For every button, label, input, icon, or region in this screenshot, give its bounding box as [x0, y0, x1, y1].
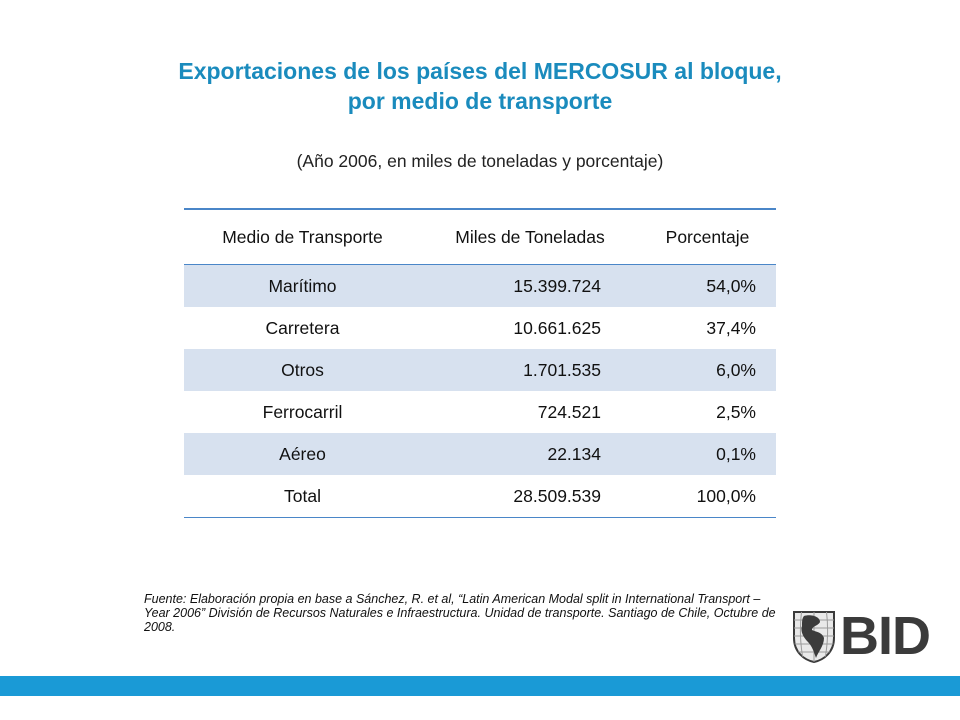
table-row: Aéreo 22.134 0,1%	[184, 433, 776, 475]
cell-medio: Total	[184, 475, 421, 518]
logo-text: BID	[840, 606, 931, 666]
table-row-total: Total 28.509.539 100,0%	[184, 475, 776, 518]
cell-medio: Aéreo	[184, 433, 421, 475]
bid-logo: BID	[790, 606, 938, 666]
transport-table: Medio de Transporte Miles de Toneladas P…	[184, 208, 776, 518]
cell-medio: Carretera	[265, 317, 340, 338]
cell-miles: 22.134	[421, 433, 639, 475]
cell-medio: Otros	[184, 349, 421, 391]
header-medio: Medio de Transporte	[184, 208, 421, 265]
cell-porcentaje: 54,0%	[639, 264, 776, 307]
bottom-accent-bar	[0, 676, 960, 696]
slide-title-line-2: por medio de transporte	[347, 88, 613, 114]
slide-title: Exportaciones de los países del MERCOSUR…	[0, 56, 960, 116]
cell-miles: 1.701.535	[421, 349, 639, 391]
cell-porcentaje: 100,0%	[639, 475, 776, 518]
cell-miles: 10.661.625	[513, 317, 601, 338]
table-row: Marítimo 15.399.724 54,0%	[184, 264, 776, 307]
cell-porcentaje: 6,0%	[639, 349, 776, 391]
cell-porcentaje: 0,1%	[639, 433, 776, 475]
cell-medio: Marítimo	[184, 264, 421, 307]
cell-medio: Ferrocarril	[262, 401, 343, 422]
cell-miles: 28.509.539	[421, 475, 639, 518]
table-row: Carretera 10.661.625 37,4%	[184, 307, 776, 349]
slide-subtitle: (Año 2006, en miles de toneladas y porce…	[296, 151, 664, 171]
table-row: Ferrocarril 724.521 2,5%	[184, 391, 776, 433]
cell-miles: 15.399.724	[421, 264, 639, 307]
table-row: Otros 1.701.535 6,0%	[184, 349, 776, 391]
globe-americas-icon	[790, 608, 838, 664]
slide-title-line-1: Exportaciones de los países del MERCOSUR…	[178, 58, 782, 84]
cell-porcentaje: 2,5%	[716, 401, 756, 422]
header-miles: Miles de Toneladas	[421, 208, 639, 265]
table-header-row: Medio de Transporte Miles de Toneladas P…	[184, 208, 776, 265]
header-porcentaje: Porcentaje	[639, 208, 776, 265]
cell-miles: 724.521	[537, 401, 601, 422]
cell-porcentaje: 37,4%	[706, 317, 756, 338]
source-note: Fuente: Elaboración propia en base a Sán…	[144, 592, 776, 634]
